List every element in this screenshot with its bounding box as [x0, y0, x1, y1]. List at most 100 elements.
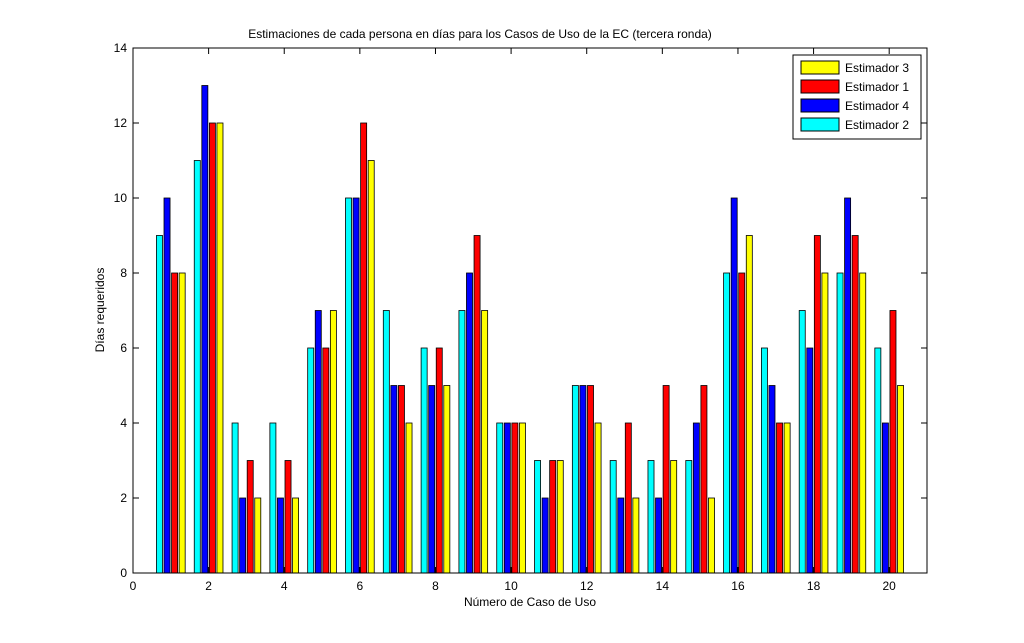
bar-estimador-4-case-3 — [239, 497, 247, 574]
bar-estimador-2-case-16 — [723, 272, 731, 574]
bar-estimador-3-case-20 — [897, 385, 904, 574]
bar-estimador-1-case-7 — [398, 385, 405, 574]
bar-estimador-1-case-17 — [776, 422, 783, 574]
y-tick-label: 12 — [114, 116, 128, 130]
bar-estimador-2-case-11 — [534, 460, 541, 574]
bar-estimador-1-case-2 — [208, 122, 216, 574]
bar-estimador-3-case-19 — [859, 272, 867, 574]
x-axis-title: Número de Caso de Uso — [464, 595, 596, 609]
bar-estimador-4-case-7 — [390, 385, 398, 574]
bar-estimador-4-case-17 — [768, 385, 776, 574]
bar-estimador-2-case-13 — [609, 460, 617, 574]
bar-estimador-3-case-14 — [670, 460, 678, 574]
bar-estimador-2-case-18 — [798, 310, 806, 574]
legend-swatch-estimador-4 — [800, 98, 840, 113]
x-tick-label: 4 — [281, 579, 288, 593]
y-tick-label: 0 — [120, 566, 127, 580]
bar-estimador-1-case-15 — [700, 385, 708, 574]
legend-label: Estimador 2 — [845, 118, 909, 132]
bar-estimador-1-case-20 — [889, 310, 897, 574]
bar-estimador-2-case-10 — [496, 422, 504, 574]
bar-estimador-4-case-6 — [352, 197, 360, 574]
bar-estimador-1-case-11 — [549, 460, 557, 574]
x-tick-label: 14 — [656, 579, 670, 593]
bar-estimador-2-case-17 — [760, 347, 768, 574]
bar-estimador-3-case-4 — [292, 497, 300, 574]
bar-estimador-3-case-3 — [254, 497, 262, 574]
bar-estimador-1-case-8 — [435, 347, 443, 574]
bar-estimador-3-case-5 — [329, 310, 337, 574]
bar-estimador-3-case-15 — [708, 497, 715, 574]
y-tick-label: 4 — [120, 416, 127, 430]
x-tick-label: 8 — [432, 579, 439, 593]
bar-estimador-4-case-11 — [541, 497, 549, 574]
y-tick-label: 6 — [120, 341, 127, 355]
legend-label: Estimador 1 — [845, 80, 909, 94]
bar-estimador-1-case-13 — [624, 422, 632, 574]
bar-estimador-3-case-10 — [519, 422, 526, 574]
bar-estimador-3-case-17 — [783, 422, 791, 574]
bar-estimador-1-case-14 — [662, 385, 670, 574]
x-tick-label: 18 — [807, 579, 821, 593]
bar-estimador-2-case-20 — [874, 347, 882, 574]
bar-estimador-1-case-19 — [851, 235, 859, 574]
y-tick-label: 10 — [114, 191, 128, 205]
chart-title: Estimaciones de cada persona en días par… — [248, 27, 712, 41]
bar-estimador-4-case-16 — [730, 197, 738, 574]
bar-estimador-2-case-15 — [685, 460, 693, 574]
x-tick-label: 20 — [883, 579, 897, 593]
bar-estimador-2-case-12 — [571, 385, 579, 574]
bar-estimador-3-case-1 — [178, 272, 186, 574]
legend-label: Estimador 3 — [845, 61, 909, 75]
legend-swatch-estimador-3 — [800, 60, 840, 75]
bar-estimador-4-case-19 — [844, 197, 852, 574]
y-tick-label: 2 — [120, 491, 127, 505]
bar-estimador-1-case-10 — [511, 422, 519, 574]
ticks-layer: 0 2 4 6 8 10 12 14 16 18 20 0 2 4 6 8 10 12 14 — [114, 41, 927, 593]
x-tick-label: 12 — [580, 579, 594, 593]
x-tick-label: 10 — [504, 579, 518, 593]
bar-estimador-2-case-4 — [269, 422, 277, 574]
bar-estimador-4-case-5 — [314, 310, 322, 574]
x-tick-label: 16 — [731, 579, 745, 593]
bar-estimador-4-case-14 — [655, 497, 662, 574]
bar-estimador-4-case-2 — [201, 85, 209, 574]
legend: Estimador 3 Estimador 1 Estimador 4 Estimad… — [792, 54, 922, 140]
bar-estimador-4-case-4 — [277, 497, 284, 574]
bar-estimador-1-case-5 — [322, 347, 330, 574]
bar-estimador-2-case-6 — [345, 197, 352, 574]
legend-label: Estimador 4 — [845, 99, 909, 113]
bar-estimador-3-case-8 — [443, 385, 451, 574]
bar-estimador-1-case-3 — [246, 460, 254, 574]
bar-estimador-2-case-7 — [382, 310, 390, 574]
bar-estimador-1-case-1 — [171, 272, 179, 574]
legend-swatch-estimador-1 — [800, 79, 840, 94]
bar-estimador-1-case-9 — [473, 235, 481, 574]
bar-estimador-3-case-2 — [216, 122, 224, 574]
bar-estimador-2-case-8 — [420, 347, 428, 574]
bar-estimador-1-case-6 — [360, 122, 368, 574]
bar-estimador-3-case-7 — [405, 422, 413, 574]
x-tick-label: 6 — [357, 579, 364, 593]
bar-estimador-1-case-12 — [587, 385, 594, 574]
bar-estimador-2-case-9 — [458, 310, 466, 574]
bar-estimador-4-case-1 — [163, 197, 171, 574]
bar-estimador-4-case-9 — [466, 272, 473, 574]
bar-estimador-1-case-16 — [738, 272, 746, 574]
x-tick-label: 2 — [205, 579, 212, 593]
legend-swatch-estimador-2 — [800, 117, 840, 132]
bar-estimador-2-case-14 — [647, 460, 655, 574]
bar-estimador-3-case-11 — [556, 460, 564, 574]
bar-estimador-4-case-12 — [579, 385, 587, 574]
bar-estimador-4-case-8 — [428, 385, 436, 574]
bars-layer — [156, 85, 904, 574]
bar-estimador-1-case-4 — [284, 460, 292, 574]
bar-estimador-2-case-19 — [836, 272, 844, 574]
bar-estimador-3-case-6 — [367, 160, 375, 574]
plot-frame — [132, 47, 928, 574]
bar-estimador-1-case-18 — [813, 235, 821, 574]
x-tick-label: 0 — [130, 579, 137, 593]
bar-estimador-2-case-1 — [156, 235, 163, 574]
bar-estimador-4-case-18 — [806, 347, 814, 574]
